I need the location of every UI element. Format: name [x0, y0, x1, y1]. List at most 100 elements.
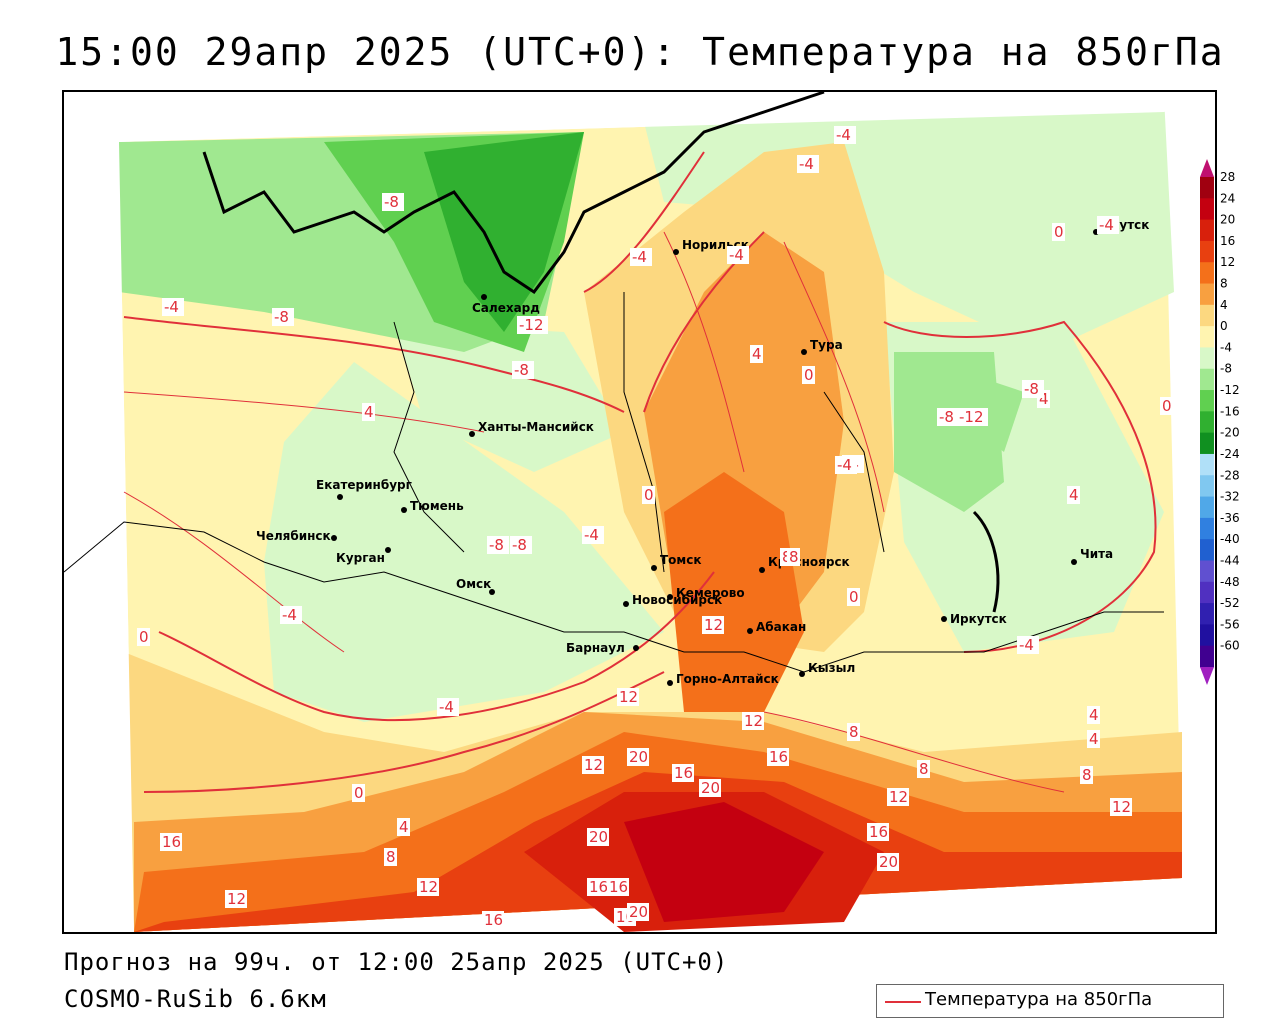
svg-text:-4: -4: [729, 246, 744, 264]
colorbar-tick-label: -8: [1220, 362, 1232, 376]
svg-text:0: 0: [354, 784, 364, 802]
isoline-label: 8: [787, 548, 800, 566]
city-marker: [801, 349, 807, 355]
isoline-label: 0: [642, 486, 655, 504]
colorbar-tick-label: 28: [1220, 170, 1235, 184]
svg-text:-4: -4: [439, 698, 454, 716]
isoline-label: 20: [877, 853, 899, 871]
colorbar-tick-label: -48: [1220, 575, 1240, 589]
isoline-label: 16: [672, 764, 694, 782]
coldest-zone-yamal: [424, 132, 584, 332]
colorbar-swatch: [1200, 411, 1214, 434]
city-label: Тура: [810, 338, 843, 352]
svg-text:-8: -8: [384, 193, 399, 211]
svg-text:8: 8: [782, 548, 792, 566]
colorbar-swatch: [1200, 432, 1214, 455]
svg-text:-8: -8: [514, 361, 529, 379]
city-marker: [667, 680, 673, 686]
temperature-fill-layer: [64, 92, 1215, 932]
extreme-zone-b: [624, 802, 824, 922]
svg-text:-12: -12: [519, 316, 544, 334]
isoline-label: -8: [382, 193, 404, 211]
city-marker: [799, 671, 805, 677]
city-label: Салехард: [472, 301, 540, 315]
colorbar-tick-label: -28: [1220, 468, 1240, 482]
boundary-layer: [64, 92, 1164, 673]
city-label: Тюмень: [410, 499, 464, 513]
svg-text:-4: -4: [836, 126, 851, 144]
svg-text:12: 12: [227, 890, 246, 908]
isoline-label: 16: [607, 878, 629, 896]
svg-text:12: 12: [584, 756, 603, 774]
city-label: Кызыл: [808, 661, 855, 675]
svg-text:16: 16: [162, 833, 181, 851]
city-label: Курган: [336, 551, 385, 565]
isoline-label: 0: [352, 784, 365, 802]
svg-text:0: 0: [1054, 223, 1064, 241]
svg-text:0: 0: [644, 486, 654, 504]
svg-text:-4: -4: [584, 526, 599, 544]
isoline-label: 20: [627, 903, 649, 921]
colorbar-tick-label: 4: [1220, 298, 1228, 312]
city-label: Иркутск: [950, 612, 1007, 626]
colorbar-swatch: [1200, 517, 1214, 540]
thin-isoline-layer: [123, 231, 1065, 793]
svg-text:12: 12: [419, 878, 438, 896]
colorbar-swatch: [1200, 177, 1214, 199]
isoline-label: 0: [1052, 223, 1065, 241]
colorbar-swatch: [1200, 304, 1214, 327]
colorbar-swatch: [1200, 453, 1214, 476]
city-marker: [941, 616, 947, 622]
isoline-label: 8: [384, 848, 397, 866]
colorbar-swatch: [1200, 645, 1214, 668]
forecast-info: Прогноз на 99ч. от 12:00 25апр 2025 (UTC…: [64, 948, 729, 976]
svg-text:20: 20: [701, 779, 720, 797]
svg-text:4: 4: [364, 403, 374, 421]
colorbar-tick-label: 0: [1220, 319, 1228, 333]
isoline-label: 12: [225, 890, 247, 908]
city-marker: [633, 645, 639, 651]
city-label: Екатеринбург: [316, 478, 412, 492]
colorbar-swatch: [1200, 283, 1214, 306]
temperature-map[interactable]: НорильскЯкутскСалехардТураХанты-Мансийск…: [64, 92, 1217, 934]
city-marker: [469, 431, 475, 437]
isoline-label-layer: -404-4-4-4-12-4-8-12-840-40-8-8-8-4-84-8…: [137, 126, 1173, 929]
isoline-label: -12: [517, 316, 548, 334]
colorbar-swatch: [1200, 368, 1214, 391]
svg-text:-8: -8: [489, 536, 504, 554]
isoline-label: -8: [512, 361, 534, 379]
svg-text:20: 20: [879, 853, 898, 871]
colorbar-swatch: [1200, 624, 1214, 647]
colorbar-tick-label: -36: [1220, 511, 1240, 525]
colorbar-tick-label: -52: [1220, 596, 1240, 610]
svg-text:16: 16: [674, 764, 693, 782]
isoline-label: 20: [699, 779, 721, 797]
map-panel[interactable]: Норильск Якутск Салехард Тура Ханты-Мансийск…: [62, 90, 1217, 934]
svg-text:4: 4: [1089, 730, 1099, 748]
colorbar-tick-label: -40: [1220, 532, 1240, 546]
isoline-label: -4: [630, 248, 652, 266]
isoline-label: 12: [582, 756, 604, 774]
svg-text:16: 16: [769, 748, 788, 766]
svg-text:-8: -8: [274, 308, 289, 326]
city-marker: [1071, 559, 1077, 565]
isoline-label: 12: [1110, 798, 1132, 816]
svg-text:8: 8: [919, 760, 929, 778]
city-label: Омск: [456, 577, 491, 591]
isoline-label: 12: [617, 688, 639, 706]
isoline-label: 12: [887, 788, 909, 806]
colorbar-swatch: [1200, 475, 1214, 498]
isoline-label: 0: [847, 588, 860, 606]
isoline-label: 20: [627, 748, 649, 766]
city-marker: [401, 507, 407, 513]
city-marker: [673, 249, 679, 255]
colorbar-swatch: [1200, 326, 1214, 348]
isoline-label: -8: [510, 536, 532, 554]
colorbar-tick-label: -44: [1220, 553, 1240, 567]
isoline-label: 16: [867, 823, 889, 841]
city-label: Томск: [660, 553, 702, 567]
isoline-label: 0: [802, 366, 815, 384]
svg-text:4: 4: [1039, 390, 1049, 408]
legend-line-swatch: [885, 1001, 921, 1003]
colorbar-tick-label: -16: [1220, 404, 1240, 418]
